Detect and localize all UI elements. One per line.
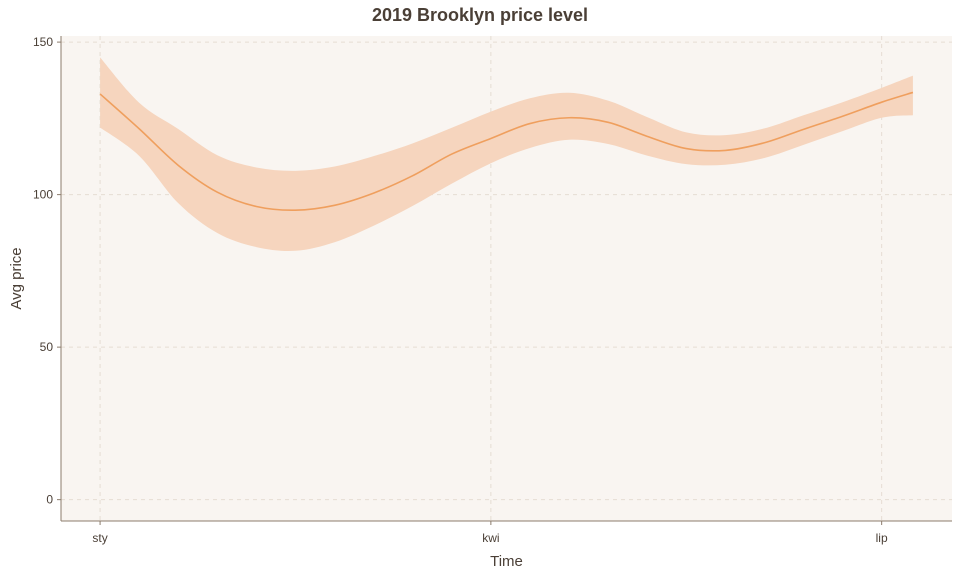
series-line bbox=[99, 91, 914, 211]
y-axis-title: Avg price bbox=[8, 247, 25, 309]
confidence-band bbox=[100, 57, 913, 251]
chart-title: 2019 Brooklyn price level bbox=[371, 5, 589, 25]
x-tick-label: lip bbox=[876, 531, 888, 545]
x-axis-title: Time bbox=[490, 553, 523, 570]
y-tick-label: 0 bbox=[46, 493, 53, 507]
y-tick-label: 150 bbox=[33, 35, 53, 49]
y-tick-label: 100 bbox=[33, 188, 53, 202]
x-tick-label: kwi bbox=[482, 531, 499, 545]
x-tick-label: sty bbox=[92, 531, 107, 545]
y-tick-label: 50 bbox=[40, 340, 54, 354]
